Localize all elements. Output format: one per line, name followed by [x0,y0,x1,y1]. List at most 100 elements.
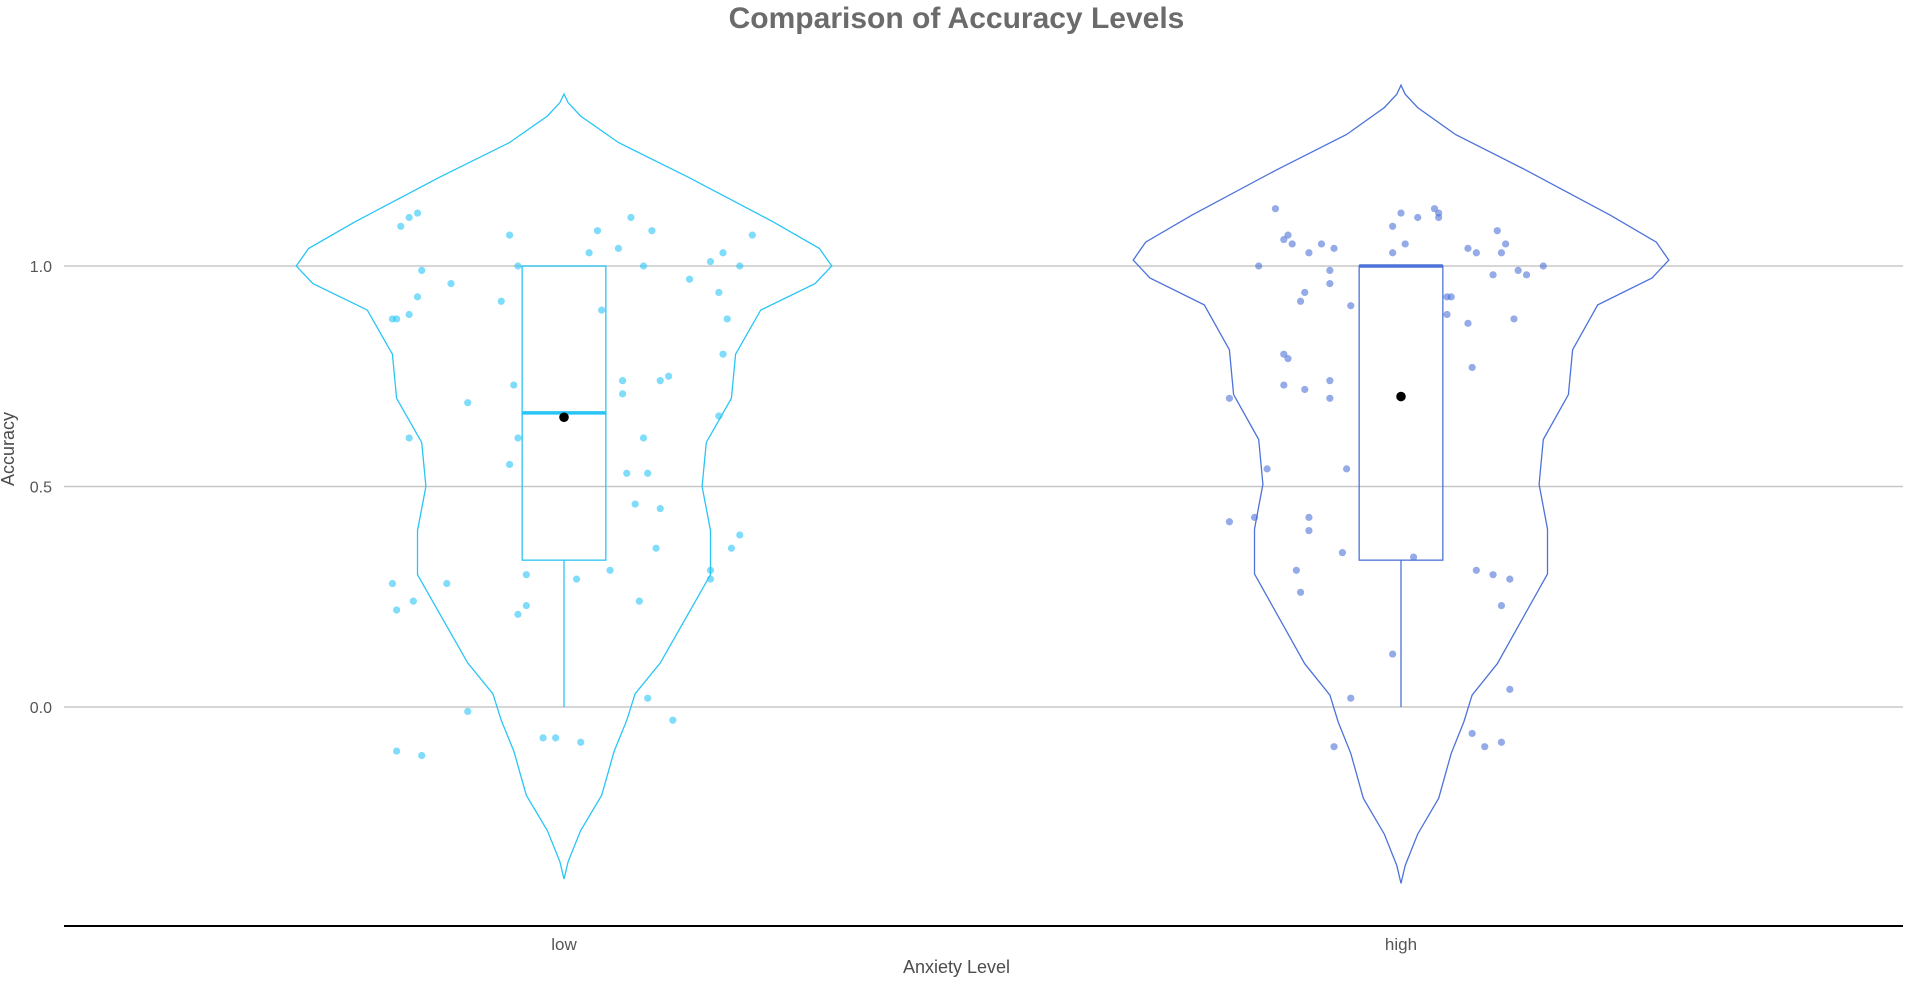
y-tick-label: 0.0 [30,700,52,717]
data-point-low [627,213,635,222]
data-point-high [1397,209,1405,217]
data-point-low [514,262,522,270]
data-point-high [1225,394,1234,402]
data-point-low [405,213,413,222]
data-point-high [1489,271,1497,279]
data-point-high [1280,381,1288,389]
data-point-low [413,209,422,217]
data-point-high [1347,302,1355,310]
data-point-high [1472,566,1480,574]
data-point-low [656,377,664,385]
data-point-low [618,377,627,385]
data-point-low [618,390,627,398]
data-point-high [1443,310,1451,319]
data-point-high [1288,240,1296,248]
data-point-low [719,350,727,358]
data-point-low [418,751,426,760]
x-axis-label: Anxiety Level [902,957,1011,977]
data-point-high [1502,240,1510,248]
data-point-low [727,544,736,552]
data-point-high [1326,377,1334,385]
data-point-high [1280,235,1288,244]
data-point-high [1468,729,1476,738]
data-point-high [1317,240,1326,248]
data-point-high [1250,513,1259,521]
y-tick-label: 1.0 [30,259,52,276]
data-point-low [606,566,614,574]
data-point-low [685,275,694,283]
data-point-low [464,707,472,716]
data-point-low [665,372,673,380]
data-point-high [1401,240,1409,248]
data-point-low [522,601,530,610]
data-point-high [1506,575,1514,583]
data-point-high [1326,280,1334,288]
data-point-low [623,469,631,477]
data-point-low [706,575,715,583]
data-point-low [669,716,677,724]
data-point-low [715,412,723,420]
data-point-low [577,738,585,746]
data-point-high [1497,249,1506,257]
data-point-high [1522,271,1531,279]
data-point-high [1497,601,1506,610]
data-point-high [1481,743,1489,751]
data-point-low [418,266,426,275]
data-point-low [706,257,715,266]
data-point-low [510,381,518,389]
data-point-low [585,249,593,257]
data-point-low [505,460,514,469]
data-point-low [522,571,530,579]
data-point-low [388,579,397,588]
data-point-high [1468,363,1476,372]
data-point-high [1330,743,1338,751]
data-point-low [652,544,660,552]
data-point-low [505,231,514,239]
data-point-high [1284,355,1292,363]
data-point-high [1342,465,1351,473]
data-point-low [593,227,602,235]
box-high [1358,265,1444,561]
data-point-high [1305,513,1313,521]
data-point-high [1255,262,1263,270]
data-point-low [393,315,401,323]
violin-low [295,92,833,880]
data-point-high [1389,650,1397,658]
data-point-low [497,297,505,305]
violin-high [1132,83,1670,884]
mean-point-high [1396,391,1406,402]
data-point-high [1489,571,1497,579]
data-point-low [598,306,606,314]
data-point-low [409,597,417,605]
data-point-low [715,288,723,297]
data-point-low [644,469,652,477]
data-point-low [706,566,715,574]
data-point-low [393,606,401,614]
data-point-high [1330,244,1338,252]
data-point-high [1305,249,1313,257]
data-point-high [1464,319,1472,327]
data-point-low [539,734,547,742]
data-point-high [1326,394,1334,402]
data-point-low [723,315,731,323]
data-point-low [397,222,405,230]
data-point-low [405,434,413,442]
data-point-low [443,579,451,588]
data-point-high [1447,293,1455,301]
data-point-high [1271,205,1280,213]
data-point-high [1506,685,1514,693]
data-point-high [1296,297,1305,305]
data-point-low [736,531,744,539]
data-point-high [1514,266,1522,275]
data-point-low [644,694,652,702]
data-point-high [1301,288,1309,297]
data-point-high [1263,465,1271,473]
data-point-high [1389,222,1397,230]
data-point-low [552,734,560,742]
data-point-high [1292,566,1300,574]
data-point-high [1510,315,1518,323]
data-point-low [572,575,581,583]
data-point-low [614,244,623,252]
data-point-high [1409,553,1418,561]
